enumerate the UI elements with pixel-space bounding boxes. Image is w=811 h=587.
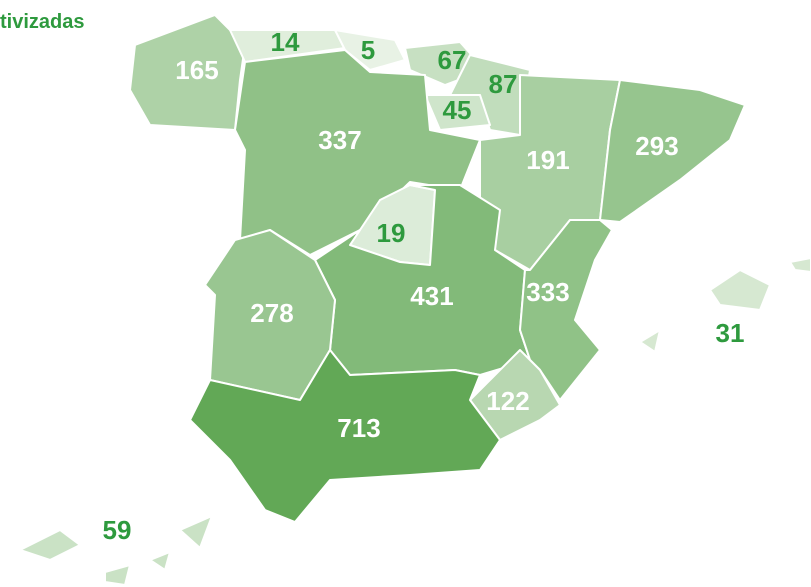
region-value: 14 xyxy=(271,27,300,57)
region-shape xyxy=(639,329,661,353)
region-value: 278 xyxy=(250,298,293,328)
region-shape xyxy=(424,94,491,131)
region xyxy=(519,219,613,401)
region xyxy=(639,257,811,353)
region-shape xyxy=(104,564,131,586)
region-value: 713 xyxy=(337,413,380,443)
region xyxy=(424,94,491,131)
map-title: tivizadas xyxy=(0,11,84,33)
region xyxy=(334,29,406,71)
region-value: 431 xyxy=(410,281,453,311)
region-value: 87 xyxy=(489,69,518,99)
region-value: 5 xyxy=(361,35,375,65)
region-value: 191 xyxy=(526,145,569,175)
region xyxy=(469,349,561,441)
region-shape xyxy=(19,529,81,561)
region-shape xyxy=(149,551,171,571)
region-shape xyxy=(334,29,406,71)
region-value: 122 xyxy=(486,386,529,416)
region-value: 19 xyxy=(377,218,406,248)
region-value: 45 xyxy=(443,95,472,125)
region-shape xyxy=(519,219,613,401)
region-value: 333 xyxy=(526,277,569,307)
region xyxy=(129,14,246,131)
region-value: 165 xyxy=(175,55,218,85)
region-shape xyxy=(234,49,481,256)
region-shape xyxy=(709,269,771,311)
region-shape xyxy=(469,349,561,441)
region-value: 67 xyxy=(438,45,467,75)
region-shape xyxy=(129,14,246,131)
region-value: 337 xyxy=(318,125,361,155)
region xyxy=(19,515,213,586)
region-value: 59 xyxy=(103,515,132,545)
region-shape xyxy=(789,257,811,273)
region xyxy=(189,349,501,523)
region xyxy=(234,49,481,256)
region xyxy=(599,79,746,223)
region-value: 293 xyxy=(635,131,678,161)
region-shape xyxy=(179,515,213,549)
region-shape xyxy=(189,349,501,523)
region-shape xyxy=(599,79,746,223)
region-value: 31 xyxy=(716,318,745,348)
